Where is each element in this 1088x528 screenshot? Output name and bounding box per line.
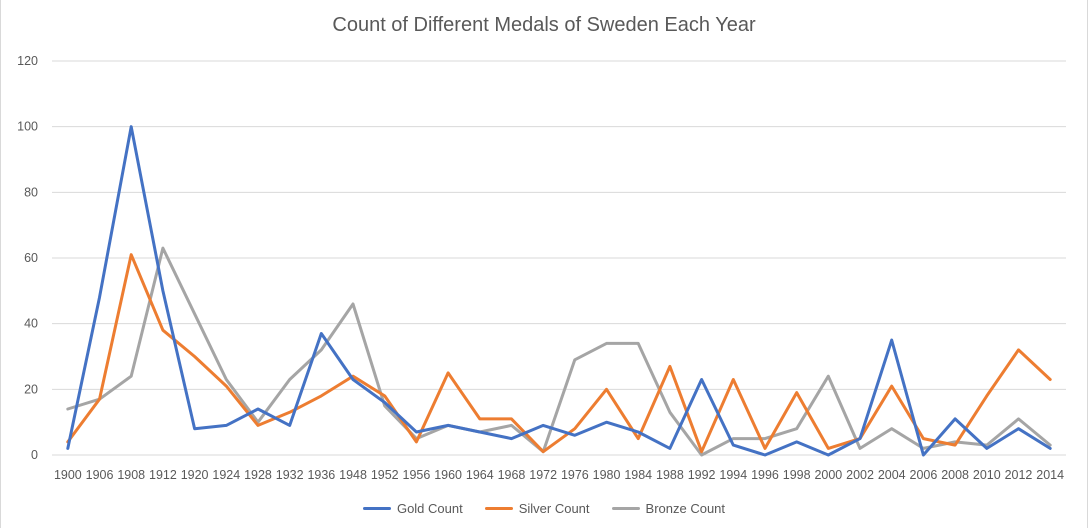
x-tick-label: 2014 [1036,468,1064,482]
series-line-silver-count[interactable] [66,253,1052,454]
y-tick-label: 120 [17,54,38,68]
y-tick-label: 0 [31,448,38,462]
series-lines [66,125,1052,457]
x-tick-label: 1936 [307,468,335,482]
x-tick-label: 1976 [561,468,589,482]
y-tick-label: 20 [24,382,38,396]
legend-item-gold[interactable]: Gold Count [362,500,463,516]
y-tick-label: 40 [24,317,38,331]
x-tick-label: 1968 [498,468,526,482]
y-tick-label: 60 [24,251,38,265]
x-tick-label: 2006 [910,468,938,482]
x-tick-label: 1988 [656,468,684,482]
x-tick-label: 1960 [434,468,462,482]
x-tick-label: 1972 [529,468,557,482]
x-tick-label: 1912 [149,468,177,482]
gridlines [52,60,1066,456]
x-tick-label: 1924 [212,468,240,482]
x-tick-label: 1964 [466,468,494,482]
x-tick-label: 1952 [371,468,399,482]
series-line-bronze-count[interactable] [66,246,1052,457]
y-tick-label: 80 [24,185,38,199]
x-tick-label: 1932 [276,468,304,482]
legend-swatch-gold [362,506,391,510]
x-tick-label: 2012 [1005,468,1033,482]
legend-label-silver: Silver Count [518,500,590,516]
legend-label-gold: Gold Count [396,500,463,516]
y-axis-ticks: 0 20 40 60 80 100 120 [17,54,38,462]
x-tick-label: 1920 [181,468,209,482]
x-tick-label: 2008 [941,468,969,482]
x-tick-label: 1956 [403,468,431,482]
legend: Gold Count Silver Count Bronze Count [0,498,1088,518]
legend-item-bronze[interactable]: Bronze Count [611,500,726,516]
chart-title: Count of Different Medals of Sweden Each… [332,14,756,36]
legend-item-silver[interactable]: Silver Count [484,500,590,516]
x-tick-label: 1994 [719,468,747,482]
x-tick-label: 1948 [339,468,367,482]
x-tick-label: 2010 [973,468,1001,482]
x-tick-label: 1984 [624,468,652,482]
x-axis-ticks: 1900 1906 1908 1912 1920 1924 1928 1932 1936 1948… [54,468,1064,482]
legend-swatch-silver [484,506,513,510]
x-tick-label: 2004 [878,468,906,482]
x-tick-label: 1928 [244,468,272,482]
legend-swatch-bronze [611,506,640,510]
legend-label-bronze: Bronze Count [645,500,726,516]
x-tick-label: 1996 [751,468,779,482]
x-tick-label: 1980 [593,468,621,482]
x-tick-label: 1906 [86,468,114,482]
x-tick-label: 1998 [783,468,811,482]
x-tick-label: 2002 [846,468,874,482]
x-tick-label: 1900 [54,468,82,482]
x-tick-label: 2000 [814,468,842,482]
x-tick-label: 1908 [117,468,145,482]
y-tick-label: 100 [17,120,38,134]
x-tick-label: 1992 [688,468,716,482]
series-line-gold-count[interactable] [66,125,1052,457]
